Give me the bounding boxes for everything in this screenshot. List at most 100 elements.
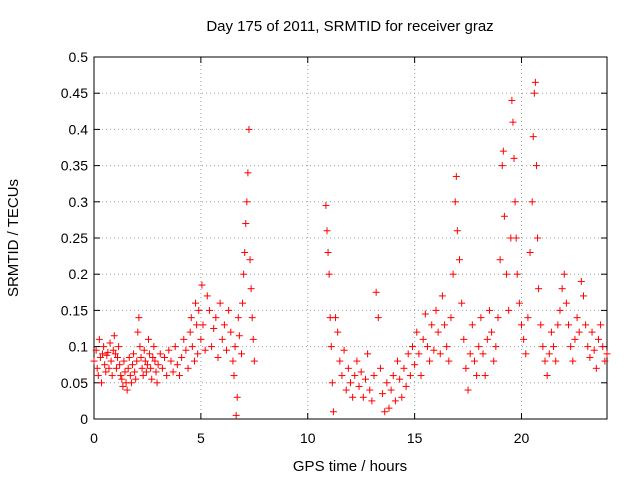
data-point [404,350,412,358]
data-point [462,364,470,372]
data-point [246,256,254,264]
data-point [579,292,587,300]
data-point [112,364,120,372]
data-point [603,350,611,358]
data-point [556,306,564,314]
data-point [125,353,133,361]
data-point [235,332,243,340]
data-point [503,270,511,278]
data-point [434,328,442,336]
data-point [342,386,350,394]
y-tick-label: 0 [80,411,88,427]
data-point [449,270,457,278]
data-point [592,364,600,372]
data-point [545,350,553,358]
data-point [357,368,365,376]
data-point [520,335,528,343]
data-point [466,350,474,358]
data-point [543,372,551,380]
x-tick-label: 5 [197,430,205,446]
data-point [237,350,245,358]
data-point [216,299,224,307]
y-axis-label: SRMTID / TECUs [5,179,22,297]
data-point [136,343,144,351]
data-point [120,357,128,365]
data-point [243,198,251,206]
data-point [126,372,134,380]
data-point [470,357,478,365]
data-point [140,346,148,354]
data-point [212,314,220,322]
data-point [554,321,562,329]
data-point [231,343,239,351]
data-point [513,270,521,278]
data-point [464,386,472,394]
data-point [197,335,205,343]
data-point [372,288,380,296]
data-point [530,89,538,97]
data-point [208,343,216,351]
data-point [230,372,238,380]
data-point [109,346,117,354]
data-point [249,335,257,343]
data-point [145,335,153,343]
y-tick-label: 0.2 [69,266,89,282]
data-point [475,343,483,351]
data-point [90,357,98,365]
data-point [344,364,352,372]
data-point [131,368,139,376]
data-point [453,227,461,235]
data-point [547,328,555,336]
data-point [95,335,103,343]
data-point [458,299,466,307]
data-point [225,306,233,314]
data-point [188,343,196,351]
data-point [106,339,114,347]
data-point [121,368,129,376]
data-point [567,343,575,351]
data-point [535,285,543,293]
data-point [394,357,402,365]
data-point [483,335,491,343]
data-point [210,325,218,332]
data-point [443,343,451,351]
data-point [101,361,109,369]
data-point [180,335,188,343]
data-point [218,335,226,343]
data-point [510,154,518,162]
data-point [512,234,520,242]
data-point [494,314,502,322]
data-point [379,390,387,398]
data-point [240,270,248,278]
data-point [481,372,489,380]
data-point [498,162,506,170]
data-point [192,299,200,307]
data-point [227,328,235,336]
y-tick-label: 0.1 [69,339,89,355]
data-point [241,248,249,256]
data-point [245,125,253,133]
data-point [534,234,542,242]
data-point [468,321,476,329]
data-point [163,372,171,380]
data-point [430,346,438,354]
data-point [492,343,500,351]
data-point [154,361,162,369]
data-point [447,314,455,322]
data-point [590,346,598,354]
data-point [124,364,132,372]
data-point [195,306,203,314]
data-point [374,314,382,322]
data-point [150,343,158,351]
data-point [94,372,102,380]
axis-ticks: 0 0.05 0.1 0.15 0.2 0.25 0.3 0.35 0.4 0.45 0.5 0 5 10… [61,49,607,446]
data-point [332,314,340,322]
data-point [115,343,123,351]
data-point [569,357,577,365]
data-point [552,357,560,365]
data-point [248,314,256,322]
data-point [436,350,444,358]
data-point [396,375,404,383]
data-point [473,372,481,380]
